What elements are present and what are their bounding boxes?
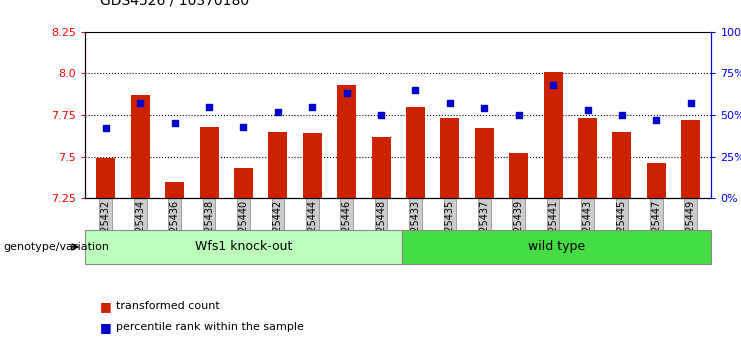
Point — [444, 101, 456, 106]
Bar — [475, 129, 494, 198]
Point — [513, 112, 525, 118]
Point — [685, 101, 697, 106]
Text: GDS4526 / 10370180: GDS4526 / 10370180 — [100, 0, 249, 7]
Point — [341, 91, 353, 96]
Bar — [234, 168, 253, 198]
Bar — [647, 163, 665, 198]
Point — [616, 112, 628, 118]
Point — [410, 87, 422, 93]
Bar — [268, 132, 288, 198]
Point — [272, 109, 284, 115]
Bar — [165, 182, 184, 198]
Bar — [96, 158, 116, 198]
Bar — [440, 118, 459, 198]
Point — [203, 104, 215, 110]
Bar — [131, 95, 150, 198]
Point — [582, 107, 594, 113]
Bar — [681, 120, 700, 198]
Bar — [509, 153, 528, 198]
Point — [375, 112, 387, 118]
Text: wild type: wild type — [528, 240, 585, 253]
Point — [651, 117, 662, 123]
Bar — [578, 118, 597, 198]
Bar — [337, 85, 356, 198]
Point — [306, 104, 318, 110]
Bar — [303, 133, 322, 198]
Point — [479, 105, 491, 111]
Point — [134, 101, 146, 106]
Point — [100, 126, 112, 131]
Point — [238, 124, 250, 130]
Bar — [544, 72, 562, 198]
Bar — [372, 137, 391, 198]
Text: transformed count: transformed count — [116, 301, 220, 311]
Text: ■: ■ — [100, 321, 112, 334]
Bar — [199, 127, 219, 198]
Text: Wfs1 knock-out: Wfs1 knock-out — [195, 240, 292, 253]
Point — [547, 82, 559, 88]
Bar — [613, 132, 631, 198]
Text: ■: ■ — [100, 300, 112, 313]
Text: genotype/variation: genotype/variation — [4, 242, 110, 252]
Bar — [406, 107, 425, 198]
Text: percentile rank within the sample: percentile rank within the sample — [116, 322, 305, 332]
Point — [169, 120, 181, 126]
